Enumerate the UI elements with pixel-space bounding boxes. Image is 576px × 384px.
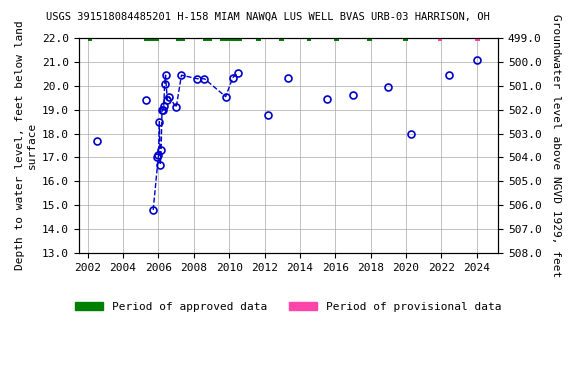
Y-axis label: Depth to water level, feet below land
surface: Depth to water level, feet below land su… — [15, 21, 37, 270]
Y-axis label: Groundwater level above NGVD 1929, feet: Groundwater level above NGVD 1929, feet — [551, 14, 561, 277]
Legend: Period of approved data, Period of provisional data: Period of approved data, Period of provi… — [71, 297, 506, 316]
Text: USGS 391518084485201 H-158 MIAM NAWQA LUS WELL BVAS URB-03 HARRISON, OH: USGS 391518084485201 H-158 MIAM NAWQA LU… — [46, 12, 490, 22]
